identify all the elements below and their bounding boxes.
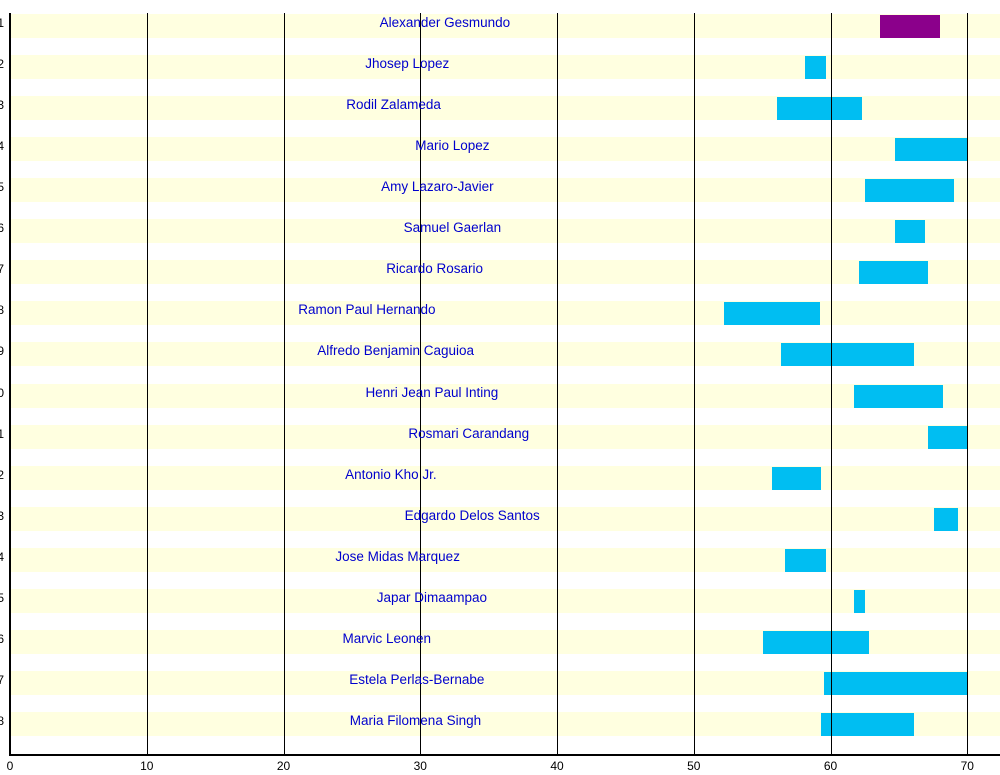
y-tick-label: 7: [0, 262, 4, 277]
y-tick-label: 16: [0, 631, 4, 646]
gridline: [557, 13, 558, 754]
x-tick-label: 50: [687, 759, 701, 773]
row-band: [11, 137, 1000, 162]
x-tick-label: 30: [413, 759, 427, 773]
y-tick-label: 3: [0, 98, 4, 113]
row-label: Marvic Leonen: [342, 630, 432, 646]
row-label: Jose Midas Marquez: [335, 548, 460, 564]
gridline: [284, 13, 285, 754]
gridline: [694, 13, 695, 754]
row-band: [11, 260, 1000, 285]
range-bar: [777, 97, 862, 121]
row-band: [11, 465, 1000, 490]
y-tick-label: 15: [0, 590, 4, 605]
x-tick-label: 70: [960, 759, 974, 773]
gridline: [831, 13, 832, 754]
y-tick-label: 17: [0, 672, 4, 687]
row-band: [11, 383, 1000, 408]
y-tick-label: 18: [0, 714, 4, 729]
y-tick-label: 14: [0, 549, 4, 564]
row-band: [11, 55, 1000, 80]
row-label: Amy Lazaro-Javier: [381, 179, 494, 195]
row-band: [11, 547, 1000, 572]
row-label: Ramon Paul Hernando: [298, 302, 436, 318]
range-bar: [823, 671, 968, 695]
x-axis-line: [9, 754, 1000, 756]
row-label: Maria Filomena Singh: [349, 713, 482, 729]
range-bar: [781, 343, 914, 367]
x-tick-label: 60: [823, 759, 838, 773]
range-bar: [853, 384, 943, 408]
x-tick-label: 40: [550, 759, 564, 773]
range-bar: [879, 15, 940, 38]
row-band: [11, 588, 1000, 613]
y-tick-label: 8: [0, 303, 4, 318]
y-tick-label: 2: [0, 57, 4, 72]
row-label: Henri Jean Paul Inting: [365, 384, 499, 400]
row-band: [11, 301, 1000, 326]
range-bar: [859, 261, 928, 285]
x-tick-label: 10: [140, 759, 154, 773]
y-tick-label: 9: [0, 344, 4, 359]
gridline: [967, 13, 968, 754]
range-bar: [864, 179, 954, 203]
row-label: Samuel Gaerlan: [403, 220, 502, 236]
row-label: Mario Lopez: [415, 138, 490, 154]
row-label: Estela Perlas-Bernabe: [349, 671, 485, 687]
gridline: [147, 13, 148, 754]
row-label: Alexander Gesmundo: [379, 15, 511, 30]
row-label: Alfredo Benjamin Caguioa: [317, 343, 475, 359]
y-tick-label: 4: [0, 139, 4, 154]
row-label: Antonio Kho Jr.: [345, 466, 437, 482]
row-label: Ricardo Rosario: [386, 261, 483, 277]
row-band: [11, 506, 1000, 531]
row-band: [11, 424, 1000, 449]
range-bar: [723, 302, 820, 326]
row-label: Rodil Zalameda: [346, 97, 441, 113]
row-band: [11, 219, 1000, 244]
range-bar: [820, 713, 914, 737]
range-bar: [763, 630, 869, 654]
row-label: Rosmari Carandang: [408, 425, 530, 441]
range-bar: [894, 220, 925, 244]
y-tick-label: 13: [0, 508, 4, 523]
y-tick-label: 6: [0, 221, 4, 236]
row-label: Jhosep Lopez: [365, 56, 450, 72]
range-bar: [927, 425, 968, 449]
gridline: [420, 13, 421, 754]
row-label: Edgardo Delos Santos: [404, 507, 540, 523]
row-band: [11, 14, 1000, 38]
range-bar: [934, 507, 958, 531]
y-tick-label: 10: [0, 385, 4, 400]
range-bar: [853, 589, 865, 613]
row-band: [11, 178, 1000, 203]
row-label: Japar Dimaampao: [376, 589, 488, 605]
y-tick-label: 11: [0, 426, 4, 441]
range-bar: [785, 548, 827, 572]
range-bar: [804, 56, 827, 80]
y-tick-label: 1: [0, 16, 4, 30]
y-tick-label: 12: [0, 467, 4, 482]
range-bar: [771, 466, 821, 490]
range-bar: [894, 138, 968, 162]
y-axis-line: [9, 13, 11, 755]
x-tick-label: 0: [6, 759, 14, 773]
x-tick-label: 20: [276, 759, 291, 773]
y-tick-label: 5: [0, 180, 4, 195]
